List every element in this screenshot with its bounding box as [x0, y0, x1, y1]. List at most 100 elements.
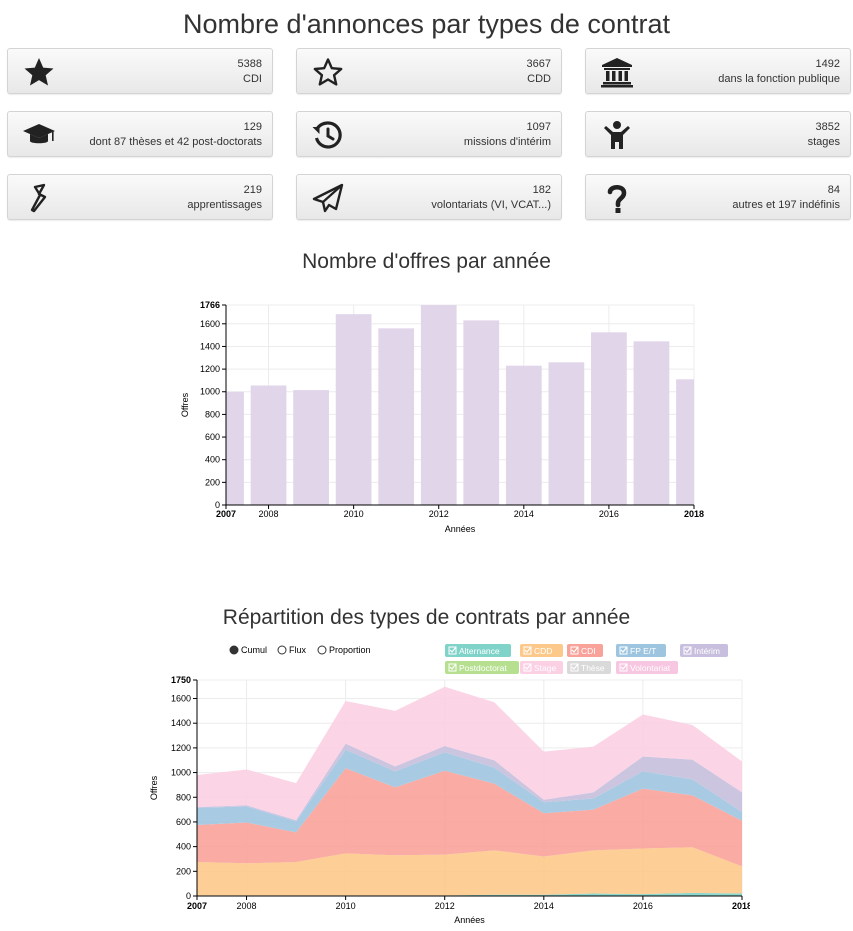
- legend-label: CDI: [581, 646, 596, 656]
- contract-card: 1097 missions d'intérim: [296, 111, 562, 157]
- legend-label: Thèse: [581, 663, 605, 673]
- y-tick-label: 1400: [171, 718, 191, 728]
- radio-icon: [277, 645, 287, 655]
- legend-item-volontariat[interactable]: Volontariat: [616, 661, 678, 674]
- legend-item-cdi[interactable]: CDI: [567, 644, 603, 657]
- y-tick-label: 1200: [171, 743, 191, 753]
- radio-icon: [317, 645, 327, 655]
- legend-item-int-rim[interactable]: Intérim: [680, 644, 728, 657]
- card-label: volontariats (VI, VCAT...): [431, 199, 551, 211]
- y-tick-label: 1400: [200, 341, 220, 351]
- legend-swatch: [445, 661, 519, 674]
- x-tick-label: 2012: [429, 509, 449, 519]
- checkbox-icon: [619, 646, 628, 655]
- y-tick-label: 1766: [200, 300, 220, 310]
- area-chart: Cumul Flux Proportion Alternance CDD CDI FP E/…: [149, 644, 750, 925]
- check-mark: [571, 663, 579, 670]
- legend-swatch: [616, 661, 678, 674]
- y-tick-label: 200: [205, 477, 220, 487]
- card-value: 5388: [237, 58, 262, 70]
- card-label: dans la fonction publique: [718, 73, 840, 85]
- x-tick-label: 2008: [259, 509, 279, 519]
- x-tick-label: 2016: [599, 509, 619, 519]
- card-value: 129: [243, 121, 262, 133]
- mode-option-proportion[interactable]: Proportion: [317, 645, 371, 655]
- check-mark: [524, 646, 532, 653]
- graduation-cap-icon: [22, 119, 56, 151]
- y-tick-label: 1200: [200, 364, 220, 374]
- institution-icon: [600, 56, 634, 88]
- star-icon: [22, 56, 56, 88]
- bar: [463, 320, 500, 505]
- bar: [335, 314, 372, 505]
- bar: [250, 385, 287, 505]
- check-mark: [620, 646, 628, 653]
- page-title: Nombre d'annonces par types de contrat: [183, 9, 670, 39]
- bar: [676, 379, 694, 505]
- paper-plane-icon: [311, 182, 345, 214]
- history-icon: [311, 119, 345, 151]
- area-cdd: [197, 847, 742, 896]
- bar: [378, 328, 415, 505]
- card-label: dont 87 thèses et 42 post-doctorats: [89, 136, 262, 148]
- bar-chart-title: Nombre d'offres par année: [302, 250, 551, 273]
- x-tick-label: 2008: [237, 901, 257, 911]
- bar: [293, 390, 329, 505]
- question-icon: [600, 182, 634, 214]
- legend-label: FP E/T: [630, 646, 656, 656]
- contract-card: 84 autres et 197 indéfinis: [585, 174, 851, 220]
- card-value: 219: [243, 184, 262, 196]
- mode-label: Cumul: [241, 645, 267, 655]
- contract-card: 3852 stages: [585, 111, 851, 157]
- checkbox-icon: [448, 663, 457, 672]
- legend-swatch: [445, 644, 511, 657]
- legend-item-stage[interactable]: Stage: [520, 661, 563, 674]
- x-tick-label: 2007: [216, 509, 236, 519]
- y-tick-label: 200: [176, 866, 191, 876]
- mode-option-cumul[interactable]: Cumul: [229, 645, 267, 655]
- legend-label: Postdoctorat: [459, 663, 507, 673]
- bar-chart: 0 200 400 600 800 1000 1200 1400 1600 1766 2007 200…: [180, 300, 704, 534]
- legend-item-postdoctorat[interactable]: Postdoctorat: [445, 661, 519, 674]
- legend-item-cdd[interactable]: CDD: [520, 644, 563, 657]
- y-tick-label: 0: [215, 500, 220, 510]
- card-label: stages: [807, 136, 840, 148]
- y-tick-label: 400: [205, 455, 220, 465]
- x-tick-label: 2014: [514, 509, 534, 519]
- star-outline-icon: [311, 56, 345, 88]
- y-tick-label: 1000: [200, 387, 220, 397]
- checkbox-icon: [683, 646, 692, 655]
- x-tick-label: 2010: [336, 901, 356, 911]
- bar: [226, 391, 244, 505]
- card-label: missions d'intérim: [463, 136, 551, 148]
- check-mark: [449, 663, 457, 670]
- legend-label: Volontariat: [630, 663, 671, 673]
- legend-item-th-se[interactable]: Thèse: [567, 661, 611, 674]
- legend-label: Alternance: [459, 646, 500, 656]
- legend-item-fp-e-t[interactable]: FP E/T: [616, 644, 666, 657]
- y-tick-label: 1600: [171, 694, 191, 704]
- check-mark: [620, 663, 628, 670]
- mode-label: Flux: [289, 645, 307, 655]
- y-tick-label: 1000: [171, 768, 191, 778]
- y-tick-label: 600: [205, 432, 220, 442]
- card-value: 182: [532, 184, 551, 196]
- x-axis-label: Années: [445, 524, 476, 534]
- check-mark: [684, 646, 692, 653]
- area-int-rim: [197, 743, 742, 822]
- bar: [548, 362, 585, 505]
- x-tick-label: 2018: [684, 509, 704, 519]
- legend-label: Stage: [534, 663, 556, 673]
- contract-card: 5388 CDI: [7, 48, 273, 94]
- mode-option-flux[interactable]: Flux: [277, 645, 307, 655]
- card-value: 84: [827, 184, 840, 196]
- card-label: CDI: [243, 73, 262, 85]
- y-tick-label: 800: [205, 409, 220, 419]
- x-tick-label: 2016: [633, 901, 653, 911]
- legend-item-alternance[interactable]: Alternance: [445, 644, 511, 657]
- check-mark: [449, 646, 457, 653]
- card-label: autres et 197 indéfinis: [732, 199, 840, 211]
- area-alternance: [197, 892, 742, 896]
- y-tick-label: 0: [186, 891, 191, 901]
- card-value: 1097: [526, 121, 551, 133]
